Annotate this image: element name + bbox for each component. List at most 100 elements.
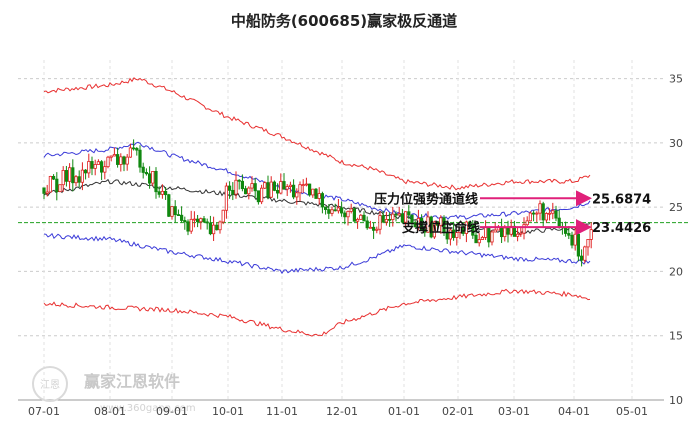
candle-body [304, 183, 309, 186]
candle-body [458, 226, 462, 233]
candle-body [570, 234, 574, 246]
candle-body [202, 218, 206, 223]
candle-body [580, 255, 584, 261]
candle-body [131, 147, 136, 150]
candle-body [170, 206, 174, 217]
candle-body [317, 193, 321, 199]
candle-body [429, 216, 433, 238]
y-axis: 10 15 20 25 30 35 [669, 73, 683, 407]
x-tick-label: 11-01 [266, 405, 298, 418]
y-tick-label: 30 [669, 137, 683, 150]
candle-body [103, 166, 107, 173]
x-tick-label: 08-01 [94, 405, 126, 418]
candle-body [275, 189, 280, 194]
candle-body [151, 170, 155, 184]
watermark-text: 赢家江恩软件 [84, 372, 180, 391]
candle-body [362, 214, 366, 222]
candle-body [423, 229, 427, 233]
channel-line [43, 141, 591, 220]
candle-body [477, 239, 481, 244]
candle-body [311, 188, 315, 196]
x-tick-label: 12-01 [326, 405, 358, 418]
candle-body [208, 222, 212, 235]
price-candles [42, 139, 593, 267]
candle-body [167, 194, 171, 217]
candle-body [343, 212, 347, 218]
candle-body [448, 229, 453, 240]
candle-body [365, 220, 369, 229]
candle-body [87, 161, 91, 174]
channel-line [43, 77, 591, 191]
candle-body [186, 221, 190, 232]
candle-body [189, 218, 193, 232]
candle-body [378, 215, 382, 230]
watermark-logo [32, 366, 68, 402]
candle-body [490, 231, 494, 243]
candle-body [122, 156, 126, 165]
candle-body [307, 183, 312, 196]
watermark-logo-text: 江恩 [40, 379, 60, 391]
channel-line [43, 178, 591, 236]
candle-body [471, 225, 475, 236]
candle-body [211, 224, 216, 235]
candle-body [84, 169, 88, 174]
candle-body [419, 217, 424, 231]
candle-body [90, 161, 94, 169]
candle-body [215, 224, 219, 231]
candle-body [243, 188, 248, 195]
annotations: 压力位强势通道线 25.6874 支撑位生命线 23.4426 [374, 190, 651, 236]
candle-body [359, 214, 363, 220]
candle-body [336, 207, 341, 212]
candle-body [487, 227, 491, 243]
candle-body [400, 213, 405, 223]
candle-body [253, 183, 257, 192]
candle-body [375, 228, 379, 231]
candle-body [237, 179, 241, 182]
candle-body [576, 233, 581, 257]
candle-body [442, 217, 446, 233]
candle-body [176, 214, 180, 217]
candle-body [183, 220, 187, 223]
x-tick-label: 02-01 [442, 405, 474, 418]
y-tick-label: 20 [669, 265, 683, 278]
y-tick-label: 10 [669, 394, 683, 407]
candle-body [403, 211, 408, 223]
candle-body [368, 226, 373, 229]
candle-body [288, 184, 293, 187]
candle-body [387, 218, 392, 221]
candle-body [541, 203, 545, 221]
candle-body [234, 179, 238, 195]
candle-body [100, 161, 104, 173]
candle-body [432, 221, 437, 238]
candle-body [250, 183, 254, 189]
chart-title: 中船防务(600685)赢家极反通道 [231, 12, 457, 30]
x-tick-label: 07-01 [28, 405, 60, 418]
candle-body [330, 209, 334, 214]
candle-body [583, 246, 587, 261]
candle-body [135, 148, 139, 151]
channel-lines [43, 77, 591, 337]
candle-body [551, 210, 555, 214]
candle-body [291, 184, 296, 198]
y-tick-label: 15 [669, 330, 683, 343]
y-tick-label: 25 [669, 201, 683, 214]
candle-body [64, 170, 68, 182]
candle-body [195, 218, 200, 223]
candle-body [461, 226, 465, 234]
candle-body [445, 231, 449, 240]
candle-body [154, 170, 158, 193]
candle-body [554, 210, 558, 219]
candle-body [125, 156, 129, 165]
candle-body [301, 184, 305, 187]
candle-body [455, 232, 459, 238]
candle-body [80, 169, 84, 183]
candle-body [61, 170, 65, 186]
candle-body [96, 161, 100, 165]
candle-body [163, 190, 168, 196]
candle-body [128, 147, 132, 158]
candle-body [199, 218, 203, 223]
candle-body [269, 181, 273, 198]
candle-body [247, 187, 251, 195]
candle-body [74, 176, 78, 184]
x-tick-label: 10-01 [212, 405, 244, 418]
